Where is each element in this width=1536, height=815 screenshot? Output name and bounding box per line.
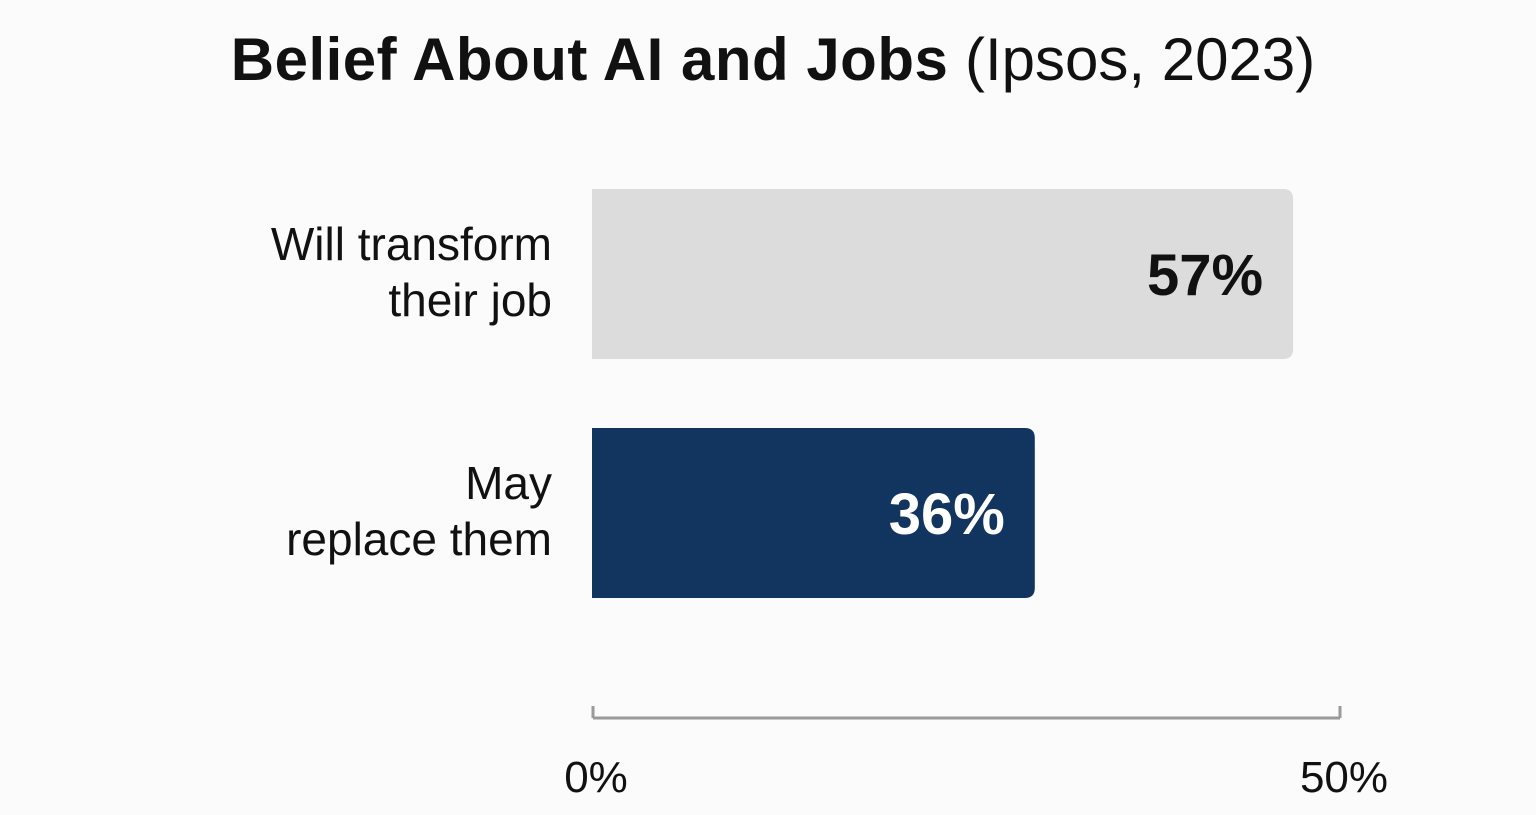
- category-label-2-line-1: May: [465, 457, 552, 509]
- bar-2: [592, 428, 1035, 598]
- x-tick-label-1: 0%: [564, 753, 628, 802]
- category-label-1-line-2: their job: [388, 274, 552, 326]
- chart-title-source: (Ipsos, 2023): [965, 26, 1316, 93]
- chart-title-main: Belief About AI and Jobs: [230, 26, 949, 93]
- bar-1: [592, 189, 1294, 359]
- category-label-2-line-2: replace them: [286, 513, 552, 565]
- bar-value-label-1: 57%: [1147, 243, 1263, 308]
- chart-title: Belief About AI and Jobs (Ipsos, 2023): [0, 22, 1536, 98]
- category-label-1-line-1: Will transform: [271, 218, 552, 270]
- x-tick-label-2: 50%: [1300, 753, 1388, 802]
- bar-value-label-2: 36%: [889, 482, 1005, 547]
